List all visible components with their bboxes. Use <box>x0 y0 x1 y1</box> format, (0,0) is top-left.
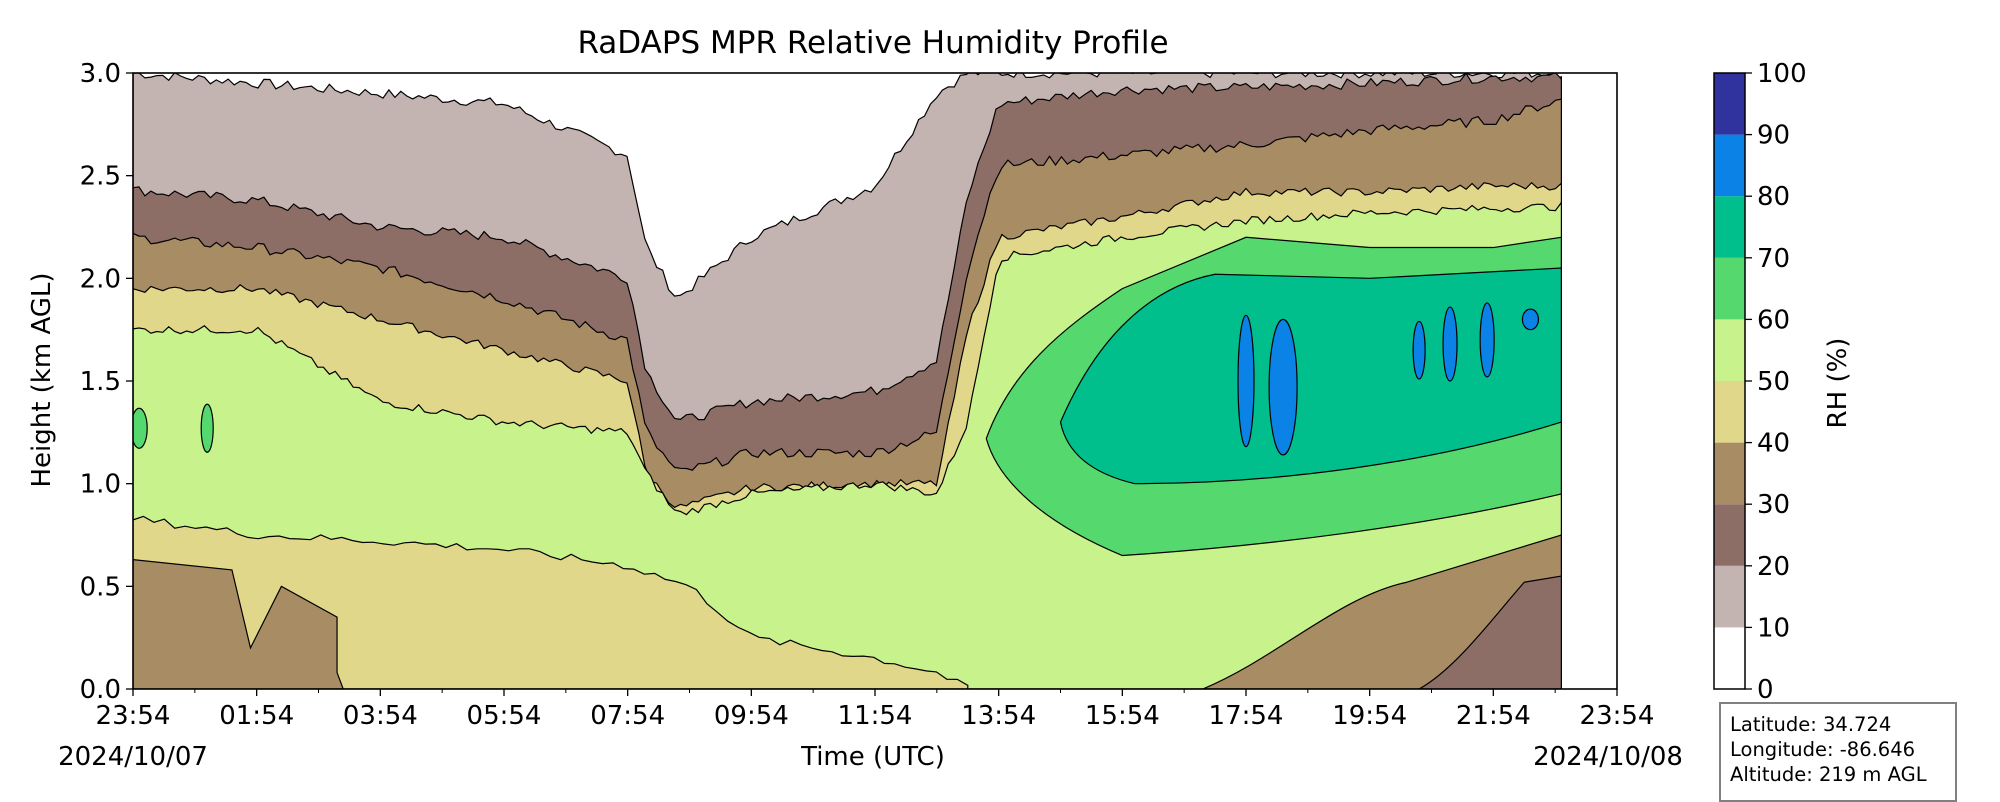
plot-axes: 0.0 0.5 1.0 1.5 2.0 2.5 3.0 23:54 01:54 03:54 05:5… <box>80 59 1655 731</box>
colorbar-tick-label: 70 <box>1757 244 1790 274</box>
y-tick-label: 2.5 <box>80 162 121 192</box>
rh-band-20-30-afternoon <box>1417 575 1562 689</box>
rh-band-70-80 <box>1059 267 1562 485</box>
x-tick-label: 17:54 <box>1209 701 1284 731</box>
colorbar-tick-label: 30 <box>1757 490 1790 520</box>
x-tick-label: 15:54 <box>1085 701 1160 731</box>
colorbar-tick-label: 100 <box>1757 59 1807 89</box>
rh-band-30-40-surface <box>133 559 344 689</box>
rh-cell-80-90 <box>1412 320 1426 380</box>
latitude-text: Latitude: 34.724 <box>1730 713 1892 736</box>
rh-cell-80-90 <box>1268 318 1298 456</box>
rh-cell-80-90 <box>1521 308 1540 331</box>
y-tick-label: 0.5 <box>80 572 121 602</box>
site-info-box: Latitude: 34.724 Longitude: -86.646 Alti… <box>1719 702 1957 802</box>
colorbar-tick-label: 10 <box>1757 613 1790 643</box>
colorbar-tick-label: 60 <box>1757 305 1790 335</box>
colorbar-swatch <box>1714 627 1745 689</box>
colorbar-label: RH (%) <box>1823 338 1853 429</box>
x-tick-label: 05:54 <box>467 701 542 731</box>
colorbar-swatch <box>1714 504 1745 566</box>
x-tick-label: 09:54 <box>714 701 789 731</box>
y-tick-label: 3.0 <box>80 59 121 89</box>
y-tick-label: 2.0 <box>80 264 121 294</box>
colorbar-tick-label: 20 <box>1757 552 1790 582</box>
colorbar-swatch <box>1714 565 1745 628</box>
x-tick-label: 13:54 <box>961 701 1036 731</box>
colorbar-swatch <box>1714 257 1745 320</box>
rh-cell-80-90 <box>1442 306 1458 382</box>
x-tick-label: 21:54 <box>1456 701 1531 731</box>
colorbar-tick-label: 90 <box>1757 121 1790 151</box>
altitude-text: Altitude: 219 m AGL <box>1730 763 1927 786</box>
colorbar-tick-label: 0 <box>1757 675 1774 705</box>
contour-plot <box>133 73 1564 689</box>
y-tick-label: 1.0 <box>80 470 121 500</box>
x-tick-label: 01:54 <box>219 701 294 731</box>
colorbar: 0 10 20 30 40 50 60 70 80 90 100 <box>1713 59 1807 705</box>
rh-cell-80-90 <box>1479 302 1495 378</box>
rh-cell-60-70 <box>200 403 214 453</box>
x-tick-label: 03:54 <box>343 701 418 731</box>
y-axis-label: Height (km AGL) <box>27 272 57 487</box>
y-tick-label: 0.0 <box>80 675 121 705</box>
colorbar-tick-label: 50 <box>1757 367 1790 397</box>
x-tick-label: 07:54 <box>590 701 665 731</box>
colorbar-swatch <box>1714 196 1745 258</box>
x-tick-label: 19:54 <box>1332 701 1407 731</box>
chart-title: RaDAPS MPR Relative Humidity Profile <box>577 25 1168 61</box>
rh-cell-80-90 <box>1237 314 1255 448</box>
y-tick-label: 1.5 <box>80 367 121 397</box>
colorbar-swatch <box>1714 442 1745 505</box>
colorbar-tick-label: 40 <box>1757 429 1790 459</box>
x-tick-label: 23:54 <box>1580 701 1655 731</box>
x-tick-label: 11:54 <box>838 701 913 731</box>
colorbar-tick-label: 80 <box>1757 182 1790 212</box>
colorbar-swatch <box>1714 381 1745 443</box>
rh-cell-60-70 <box>133 407 148 449</box>
rh-band-40-50-lower <box>133 515 969 689</box>
x-date-end: 2024/10/08 <box>1533 742 1683 772</box>
x-tick-label: 23:54 <box>96 701 171 731</box>
colorbar-swatch <box>1714 319 1745 381</box>
colorbar-swatch <box>1714 73 1745 135</box>
x-axis-label: Time (UTC) <box>800 742 945 772</box>
colorbar-swatch <box>1714 134 1745 197</box>
longitude-text: Longitude: -86.646 <box>1730 738 1916 761</box>
x-date-start: 2024/10/07 <box>58 742 208 772</box>
